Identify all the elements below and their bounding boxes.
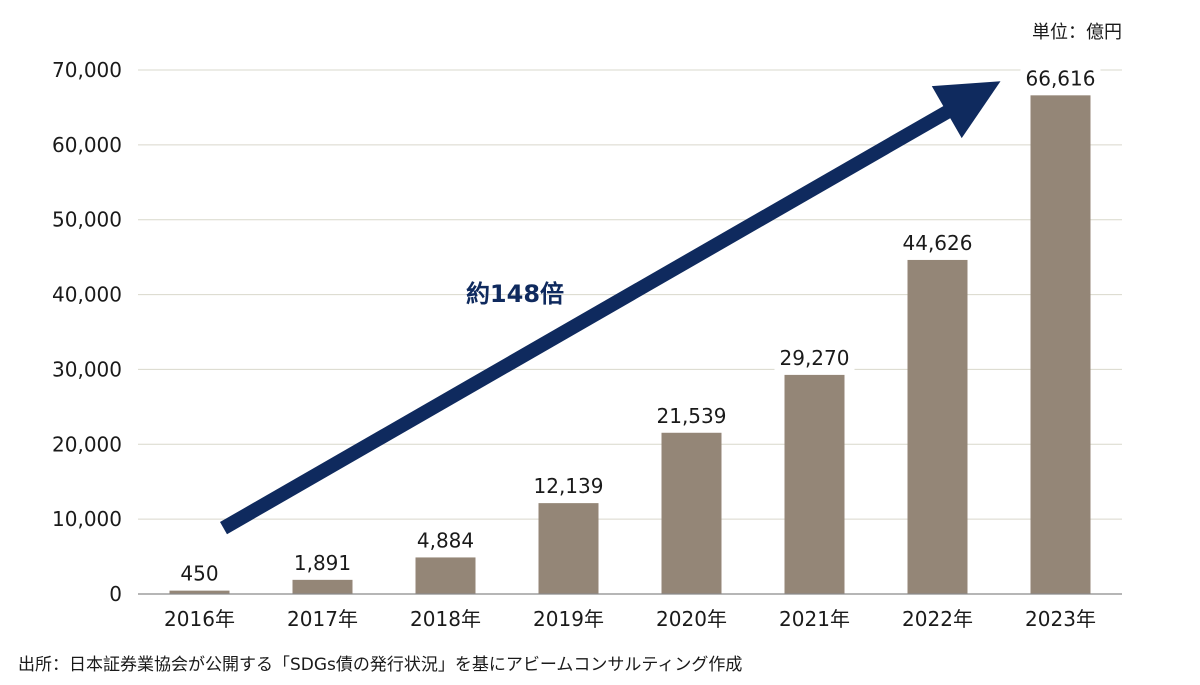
data-label: 29,270: [780, 346, 850, 370]
bar-2016年: [169, 590, 230, 594]
x-tick-label: 2020年: [656, 607, 727, 631]
data-label-background: [774, 343, 855, 372]
y-tick-label: 30,000: [52, 357, 122, 381]
data-label: 4,884: [417, 528, 474, 552]
arrow-shaft: [220, 104, 954, 535]
x-tick-label: 2018年: [410, 607, 481, 631]
bar-2017年: [292, 579, 353, 594]
bar-2022年: [907, 259, 968, 594]
bars: [169, 95, 1091, 594]
unit-label: 単位：億円: [1032, 22, 1122, 43]
data-label-background: [175, 559, 224, 588]
arrow-head: [931, 81, 1001, 139]
x-tick-label: 2021年: [779, 607, 850, 631]
data-label-background: [528, 472, 609, 501]
data-label-background: [411, 526, 480, 555]
gridlines: [138, 69, 1122, 520]
data-label: 450: [180, 562, 218, 586]
data-label-background: [651, 401, 732, 430]
x-tick-label: 2023年: [1025, 607, 1096, 631]
y-tick-label: 0: [109, 582, 122, 606]
bar-2021年: [784, 374, 845, 594]
data-label: 21,539: [657, 404, 727, 428]
growth-arrow: [220, 81, 1001, 535]
y-tick-label: 70,000: [52, 58, 122, 82]
bar-2020年: [661, 432, 722, 594]
x-axis-ticks: 2016年 2017年 2018年 2019年 2020年 2021年 2022年 2023年: [164, 607, 1096, 631]
bar-2019年: [538, 503, 599, 594]
data-label: 66,616: [1026, 66, 1096, 90]
bar-2023年: [1030, 95, 1091, 594]
x-tick-label: 2016年: [164, 607, 235, 631]
bar-2018年: [415, 557, 476, 594]
data-label: 1,891: [294, 551, 351, 575]
growth-annotation: 約148倍: [466, 280, 564, 308]
data-label-background: [1020, 64, 1101, 93]
y-axis-ticks: 0 10,000 20,000 30,000 40,000 50,000 60,000 70,…: [52, 58, 122, 606]
data-label: 44,626: [903, 231, 973, 255]
y-tick-label: 60,000: [52, 133, 122, 157]
x-tick-label: 2022年: [902, 607, 973, 631]
data-label-background: [897, 228, 978, 257]
x-tick-label: 2019年: [533, 607, 604, 631]
source-note: 出所：日本証券業協会が公開する「SDGs債の発行状況」を基にアビームコンサルティ…: [18, 655, 742, 675]
y-tick-label: 10,000: [52, 507, 122, 531]
data-label: 12,139: [534, 474, 604, 498]
data-label-background: [288, 548, 357, 577]
data-labels: 450 1,891 4,884 12,139 21,539 29,270 44,626 66,…: [175, 64, 1101, 588]
x-tick-label: 2017年: [287, 607, 358, 631]
y-tick-label: 50,000: [52, 208, 122, 232]
y-tick-label: 20,000: [52, 432, 122, 456]
y-tick-label: 40,000: [52, 283, 122, 307]
